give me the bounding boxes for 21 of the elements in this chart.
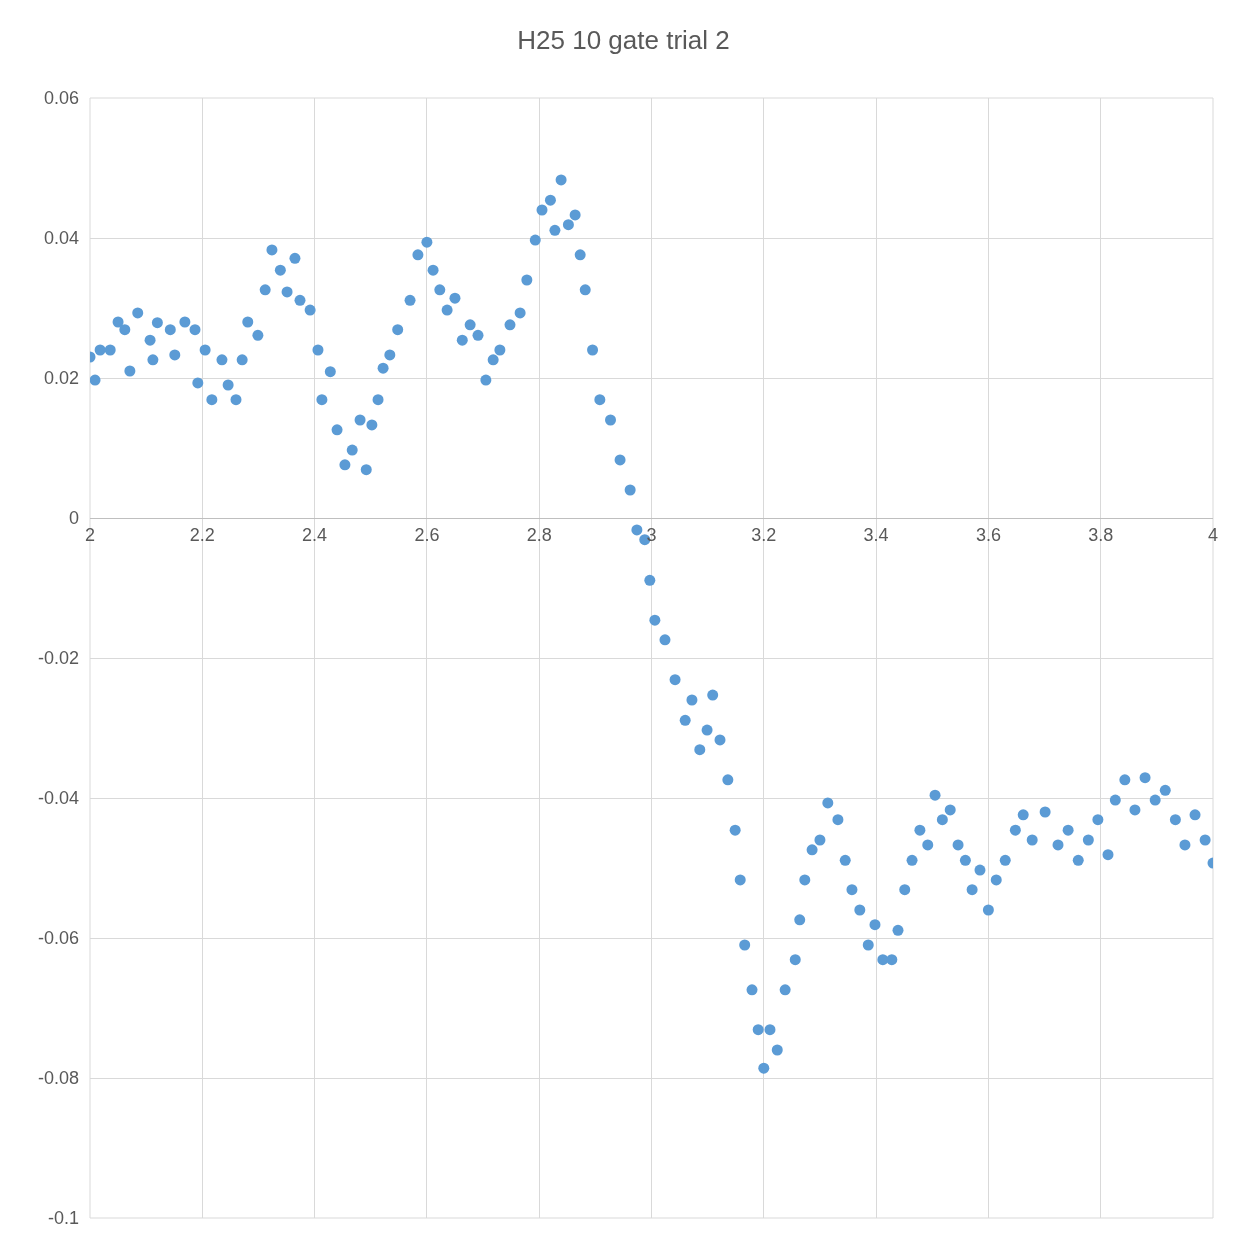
y-tick-label: -0.02 <box>37 648 79 669</box>
y-tick-label: -0.08 <box>37 1068 79 1089</box>
y-tick-label: -0.1 <box>47 1208 79 1229</box>
y-tick-label: -0.04 <box>37 788 79 809</box>
x-tick-label: 2.4 <box>302 524 328 545</box>
x-tick-label: 2.8 <box>526 524 552 545</box>
x-tick-label: 3.2 <box>751 524 777 545</box>
y-tick-label: -0.06 <box>37 928 79 949</box>
x-tick-label: 3.6 <box>975 524 1001 545</box>
x-tick-label: 3.8 <box>1088 524 1114 545</box>
y-tick-label: 0.02 <box>43 368 79 389</box>
x-tick-label: 3 <box>646 524 657 545</box>
chart-title: H25 10 gate trial 2 <box>517 25 730 56</box>
x-tick-label: 3.4 <box>863 524 889 545</box>
y-tick-label: 0.04 <box>43 228 79 249</box>
x-tick-label: 2.6 <box>414 524 440 545</box>
y-tick-label: 0 <box>68 508 79 529</box>
x-tick-label: 2 <box>84 524 96 545</box>
x-tick-label: 2.2 <box>189 524 215 545</box>
x-tick-label: 4 <box>1207 524 1219 545</box>
y-tick-label: 0.06 <box>43 88 79 109</box>
